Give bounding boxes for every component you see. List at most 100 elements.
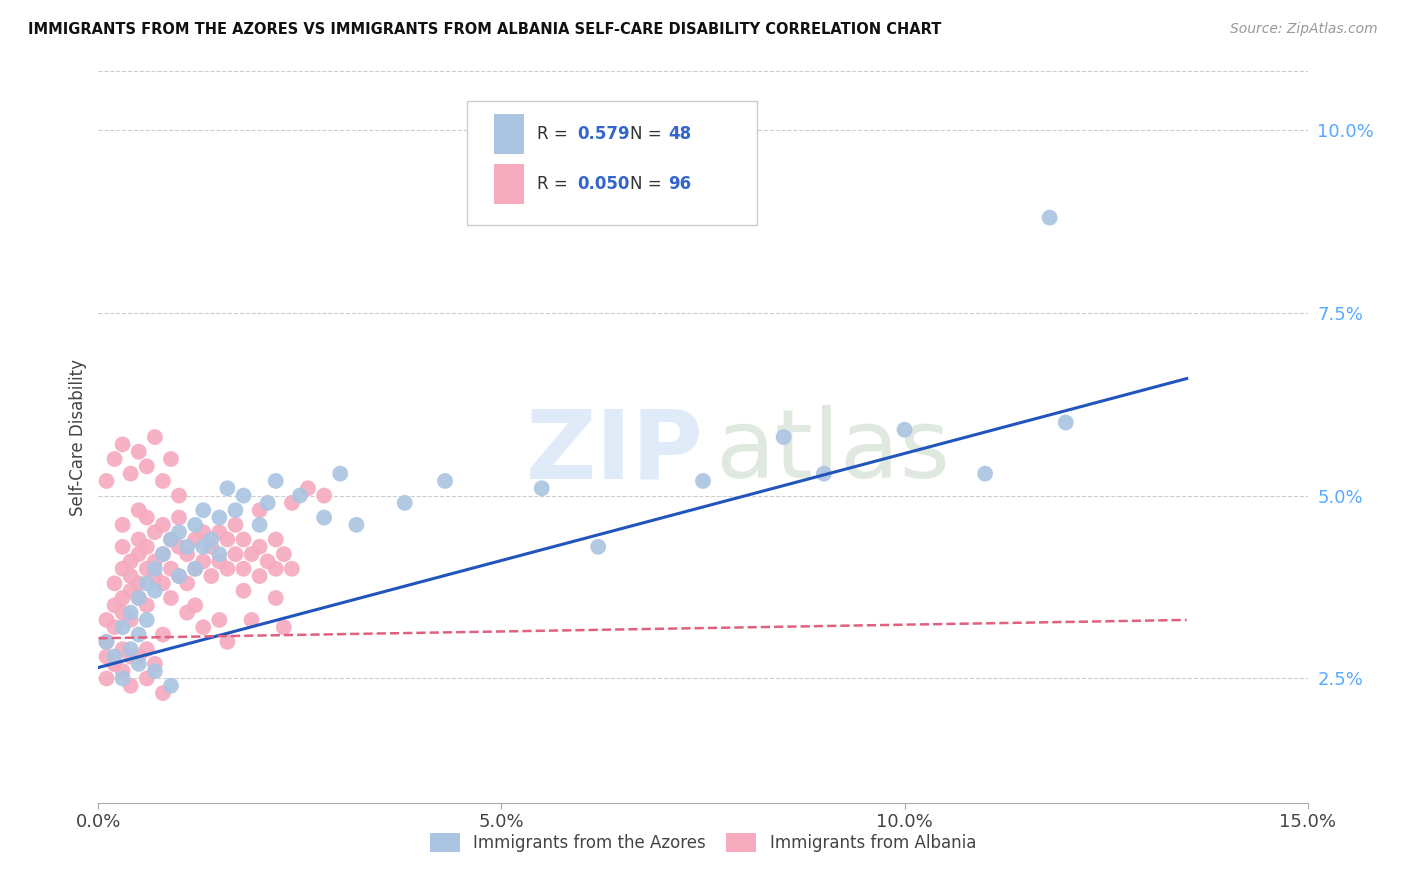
Point bbox=[96, 649, 118, 664]
Point bbox=[152, 517, 174, 532]
Point bbox=[167, 569, 190, 583]
Point bbox=[232, 583, 254, 598]
Point bbox=[249, 517, 271, 532]
Point bbox=[120, 606, 142, 620]
Point bbox=[224, 503, 246, 517]
Point bbox=[200, 533, 222, 547]
Point bbox=[256, 554, 278, 568]
Point bbox=[128, 444, 150, 458]
Point bbox=[249, 503, 271, 517]
Point bbox=[120, 642, 142, 657]
Point bbox=[135, 613, 157, 627]
Point bbox=[128, 533, 150, 547]
Point bbox=[111, 540, 134, 554]
Point bbox=[772, 430, 794, 444]
Point bbox=[128, 591, 150, 605]
Point bbox=[281, 496, 304, 510]
Point bbox=[264, 562, 287, 576]
Point bbox=[394, 496, 416, 510]
Point bbox=[249, 540, 271, 554]
Point bbox=[217, 533, 239, 547]
Point bbox=[111, 664, 134, 678]
Point bbox=[184, 562, 207, 576]
Point bbox=[160, 533, 183, 547]
Point bbox=[111, 672, 134, 686]
Text: 0.579: 0.579 bbox=[578, 125, 630, 143]
Point bbox=[128, 547, 150, 561]
FancyBboxPatch shape bbox=[467, 101, 758, 225]
Point bbox=[344, 517, 367, 532]
Point bbox=[160, 562, 183, 576]
Point bbox=[184, 517, 207, 532]
Text: N =: N = bbox=[630, 125, 668, 143]
Point bbox=[96, 474, 118, 488]
Point bbox=[152, 547, 174, 561]
Point bbox=[176, 547, 198, 561]
Point bbox=[152, 547, 174, 561]
Point bbox=[143, 657, 166, 671]
Point bbox=[208, 547, 231, 561]
Point bbox=[103, 657, 125, 671]
Point bbox=[143, 664, 166, 678]
Text: 48: 48 bbox=[668, 125, 692, 143]
Point bbox=[530, 481, 553, 495]
Legend: Immigrants from the Azores, Immigrants from Albania: Immigrants from the Azores, Immigrants f… bbox=[422, 824, 984, 860]
Point bbox=[111, 606, 134, 620]
Point bbox=[128, 657, 150, 671]
Point bbox=[103, 452, 125, 467]
Point bbox=[264, 533, 287, 547]
Point bbox=[813, 467, 835, 481]
Point bbox=[208, 554, 231, 568]
Point bbox=[135, 510, 157, 524]
Point bbox=[103, 649, 125, 664]
Point bbox=[152, 627, 174, 641]
Text: 0.050: 0.050 bbox=[578, 176, 630, 194]
Point bbox=[111, 517, 134, 532]
Point bbox=[184, 599, 207, 613]
Text: atlas: atlas bbox=[716, 405, 950, 499]
Point bbox=[167, 569, 190, 583]
Point bbox=[281, 562, 304, 576]
Point bbox=[256, 496, 278, 510]
Point bbox=[111, 642, 134, 657]
Point bbox=[96, 613, 118, 627]
Point bbox=[208, 525, 231, 540]
Point bbox=[103, 576, 125, 591]
Point bbox=[160, 533, 183, 547]
Point bbox=[128, 591, 150, 605]
Point bbox=[273, 620, 295, 634]
Text: 96: 96 bbox=[668, 176, 692, 194]
Point bbox=[103, 620, 125, 634]
Point bbox=[128, 576, 150, 591]
Point bbox=[217, 481, 239, 495]
Point bbox=[120, 649, 142, 664]
Point bbox=[96, 635, 118, 649]
Point bbox=[128, 649, 150, 664]
Point bbox=[217, 635, 239, 649]
Point bbox=[193, 554, 215, 568]
Point bbox=[193, 540, 215, 554]
Point bbox=[217, 562, 239, 576]
Point bbox=[232, 489, 254, 503]
Point bbox=[135, 576, 157, 591]
Point bbox=[143, 430, 166, 444]
Point bbox=[111, 591, 134, 605]
Point bbox=[314, 510, 336, 524]
Point bbox=[240, 547, 263, 561]
Point bbox=[193, 503, 215, 517]
Point bbox=[184, 533, 207, 547]
Point bbox=[224, 517, 246, 532]
Point bbox=[176, 576, 198, 591]
Point bbox=[143, 569, 166, 583]
Text: Source: ZipAtlas.com: Source: ZipAtlas.com bbox=[1230, 22, 1378, 37]
Point bbox=[152, 576, 174, 591]
Point bbox=[120, 467, 142, 481]
Point bbox=[329, 467, 352, 481]
Point bbox=[167, 489, 190, 503]
Point bbox=[135, 642, 157, 657]
Point bbox=[232, 533, 254, 547]
Point bbox=[120, 679, 142, 693]
Point bbox=[128, 627, 150, 641]
Point bbox=[200, 569, 222, 583]
Point bbox=[111, 620, 134, 634]
